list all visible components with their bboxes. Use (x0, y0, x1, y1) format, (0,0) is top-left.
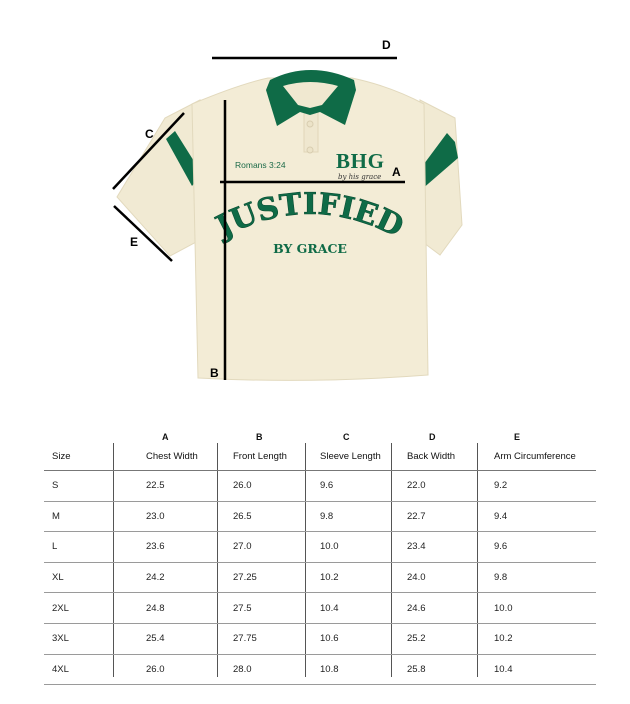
table-cell: S (52, 480, 59, 492)
table-cell: 2XL (52, 602, 69, 614)
table-cell: L (52, 541, 58, 553)
column-header: Back Width (407, 451, 456, 462)
table-cell: 25.4 (146, 633, 165, 645)
table-cell: 25.2 (407, 633, 426, 645)
table-cell: 10.0 (494, 602, 513, 614)
column-letter: C (343, 432, 350, 442)
button (306, 120, 314, 128)
table-cell: 10.0 (320, 541, 339, 553)
table-cell: 22.7 (407, 510, 426, 522)
table-cell: 9.6 (494, 541, 508, 553)
table-cell: XL (52, 572, 64, 584)
table-cell: 10.4 (320, 602, 339, 614)
subline-text: BY GRACE (273, 241, 347, 256)
polo-shirt: Romans 3:24 BHG by his grace JUSTIFIED B… (116, 70, 463, 381)
table-cell: 10.2 (320, 572, 339, 584)
label-d: D (382, 38, 391, 52)
measurement-lines (112, 56, 405, 380)
measure-line-e (113, 205, 173, 262)
logo-script-text: by his grace (338, 173, 381, 181)
table-cell: 10.2 (494, 633, 513, 645)
column-header: Sleeve Length (320, 451, 381, 462)
table-cell: 23.4 (407, 541, 426, 553)
column-letter: D (429, 432, 436, 442)
table-cell: 22.0 (407, 480, 426, 492)
shirt-body (191, 77, 429, 381)
table-cell: 9.6 (320, 480, 334, 492)
table-cell: 27.0 (233, 541, 252, 553)
table-cell: 23.0 (146, 510, 165, 522)
table-cell: 24.2 (146, 572, 165, 584)
column-header: Size (52, 451, 71, 462)
right-sleeve-stripe (418, 133, 458, 190)
table-cell: 10.6 (320, 633, 339, 645)
table-cell: M (52, 510, 60, 522)
column-divider (113, 443, 114, 677)
column-letter: A (162, 432, 169, 442)
table-header: Size A Chest Width B Front Length C Sleeve Len… (44, 428, 596, 471)
left-sleeve (116, 99, 201, 257)
column-header: Chest Width (146, 451, 198, 462)
table-cell: 9.8 (494, 572, 508, 584)
table-cell: 24.6 (407, 602, 426, 614)
button (306, 146, 314, 154)
table-row: L 23.6 27.0 10.0 23.4 9.6 (44, 532, 596, 563)
verse-text: Romans 3:24 (235, 160, 286, 170)
column-divider (391, 443, 392, 677)
table-cell: 3XL (52, 633, 69, 645)
column-divider (477, 443, 478, 677)
table-cell: 27.5 (233, 602, 252, 614)
column-letter: B (256, 432, 263, 442)
table-row: M 23.0 26.5 9.8 22.7 9.4 (44, 502, 596, 533)
table-cell: 10.4 (494, 663, 513, 675)
shirt-diagram: Romans 3:24 BHG by his grace JUSTIFIED B… (112, 38, 463, 381)
table-cell: 24.0 (407, 572, 426, 584)
table-row: 3XL 25.4 27.75 10.6 25.2 10.2 (44, 624, 596, 655)
table-row: XL 24.2 27.25 10.2 24.0 9.8 (44, 563, 596, 594)
logo-text: BHG (336, 149, 384, 173)
table-row: 2XL 24.8 27.5 10.4 24.6 10.0 (44, 593, 596, 624)
table-cell: 9.4 (494, 510, 508, 522)
table-row: 4XL 26.0 28.0 10.8 25.8 10.4 (44, 655, 596, 686)
table-cell: 27.75 (233, 633, 257, 645)
table-cell: 24.8 (146, 602, 165, 614)
table-cell: 9.2 (494, 480, 508, 492)
table-cell: 25.8 (407, 663, 426, 675)
label-c: C (145, 127, 154, 141)
column-divider (217, 443, 218, 677)
table-cell: 26.0 (233, 480, 252, 492)
column-letter: E (514, 432, 521, 442)
table-row: S 22.5 26.0 9.6 22.0 9.2 (44, 471, 596, 502)
measure-line-c (112, 112, 185, 190)
label-e: E (130, 235, 138, 249)
column-header: Arm Circumference (494, 451, 576, 462)
table-cell: 27.25 (233, 572, 257, 584)
table-cell: 4XL (52, 663, 69, 675)
label-a: A (392, 165, 401, 179)
label-b: B (210, 366, 219, 380)
size-chart-table: Size A Chest Width B Front Length C Sleeve Len… (44, 428, 596, 686)
placket (303, 111, 319, 153)
column-divider (305, 443, 306, 677)
table-cell: 10.8 (320, 663, 339, 675)
table-cell: 28.0 (233, 663, 252, 675)
table-cell: 26.0 (146, 663, 165, 675)
collar-inner (283, 82, 338, 108)
table-cell: 26.5 (233, 510, 252, 522)
table-cell: 22.5 (146, 480, 165, 492)
table-cell: 23.6 (146, 541, 165, 553)
table-cell: 9.8 (320, 510, 334, 522)
column-header: Front Length (233, 451, 287, 462)
